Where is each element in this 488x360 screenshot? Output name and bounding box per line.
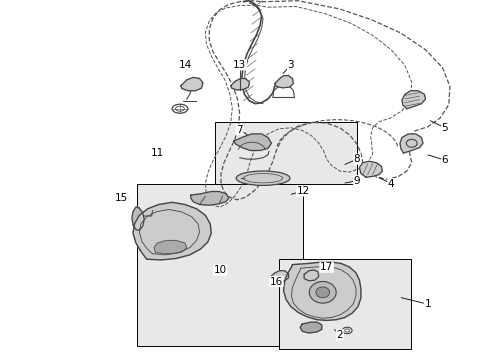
Polygon shape: [230, 78, 249, 90]
Ellipse shape: [236, 171, 289, 185]
Bar: [215, 122, 356, 184]
Text: 11: 11: [150, 148, 164, 158]
Bar: [137, 184, 303, 346]
Text: 10: 10: [213, 265, 226, 275]
Ellipse shape: [308, 282, 336, 303]
Text: 14: 14: [179, 60, 192, 70]
Text: 2: 2: [336, 330, 343, 340]
Text: 9: 9: [353, 176, 360, 186]
Polygon shape: [359, 161, 382, 177]
Text: 7: 7: [236, 125, 243, 135]
Text: 4: 4: [387, 179, 394, 189]
Polygon shape: [283, 262, 360, 320]
Text: 5: 5: [441, 123, 447, 133]
Text: 15: 15: [114, 193, 128, 203]
Text: 17: 17: [319, 262, 333, 272]
Polygon shape: [154, 240, 186, 254]
Text: 16: 16: [269, 276, 283, 287]
Polygon shape: [399, 134, 422, 153]
Polygon shape: [401, 91, 425, 109]
Polygon shape: [133, 202, 211, 260]
Text: 1: 1: [424, 299, 430, 309]
Polygon shape: [274, 76, 293, 88]
Polygon shape: [190, 192, 228, 205]
Polygon shape: [300, 322, 321, 333]
Text: 12: 12: [296, 186, 309, 196]
Polygon shape: [132, 207, 144, 230]
Bar: [278, 259, 410, 349]
Ellipse shape: [315, 287, 329, 298]
Polygon shape: [269, 271, 288, 282]
Polygon shape: [181, 77, 203, 91]
Text: 13: 13: [232, 60, 246, 70]
Text: 3: 3: [287, 60, 294, 70]
Text: 8: 8: [353, 154, 360, 164]
Polygon shape: [304, 270, 318, 281]
Text: 6: 6: [441, 155, 447, 165]
Polygon shape: [233, 134, 271, 150]
